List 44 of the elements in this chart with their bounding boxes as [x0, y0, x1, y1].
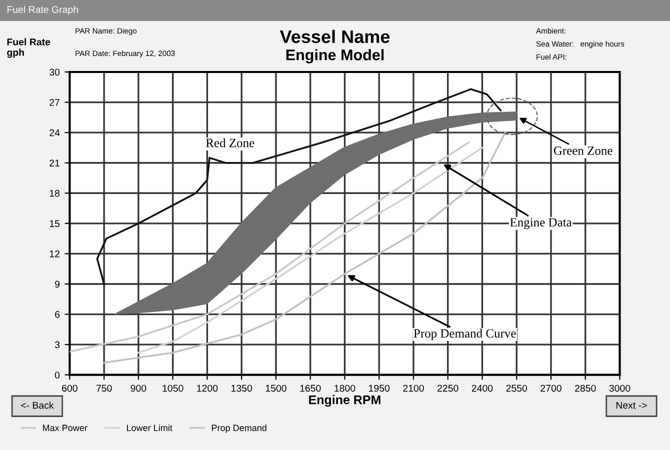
chart-subtitle: Engine Model	[286, 49, 384, 64]
y-tick-label: 6	[55, 311, 60, 318]
x-tick-label: 900	[130, 384, 146, 392]
legend-label: Max Power	[43, 424, 88, 432]
x-tick-label: 2250	[438, 384, 458, 392]
x-tick-label: 2700	[540, 384, 562, 392]
x-tick-label: 2550	[506, 384, 528, 392]
x-tick-label: 1500	[266, 384, 286, 392]
x-tick-label: 2850	[575, 384, 596, 392]
y-tick-label: 12	[50, 250, 60, 258]
y-tick-label: 18	[50, 190, 60, 197]
annotation: Green Zone	[554, 146, 612, 155]
y-tick-label: 3	[54, 341, 60, 348]
x-tick-label: 1200	[197, 384, 218, 392]
legend-label: Prop Demand	[212, 424, 266, 433]
y-tick-label: 30	[50, 68, 60, 76]
y-tick-label: 24	[50, 129, 60, 136]
x-tick-label: 2100	[403, 384, 424, 392]
line-series	[138, 146, 484, 354]
y-tick-label: 9	[55, 280, 60, 288]
text: <- Back	[21, 402, 54, 409]
text: Next ->	[616, 402, 647, 409]
annotation: Prop Demand Curve	[414, 328, 516, 340]
x-tick-label: 3000	[609, 384, 630, 392]
x-tick-label: 1950	[369, 384, 390, 392]
annotation: Red Zone	[206, 138, 254, 148]
y-axis-title: Fuel Rate gph	[7, 38, 50, 58]
y-tick-label: 0	[54, 372, 60, 378]
y-tick-label: 15	[50, 220, 60, 228]
x-tick-label: 1650	[300, 384, 321, 392]
x-axis-title: Engine RPM	[309, 395, 380, 407]
line-series	[96, 88, 502, 285]
x-tick-label: 2400	[472, 384, 493, 392]
text: Fuel Rate Graph	[8, 6, 78, 15]
x-tick-label: 1800	[334, 384, 356, 392]
chart-title: Vessel Name	[280, 30, 390, 44]
x-tick-label: 750	[96, 384, 112, 392]
legend-label: Lower Limit	[127, 424, 172, 432]
x-tick-label: 1050	[162, 384, 184, 392]
annotation: Engine Data	[510, 218, 572, 230]
x-tick-label: 600	[62, 384, 78, 392]
y-tick-label: 21	[50, 160, 60, 166]
x-tick-label: 1350	[232, 384, 252, 392]
y-tick-label: 27	[50, 99, 60, 106]
